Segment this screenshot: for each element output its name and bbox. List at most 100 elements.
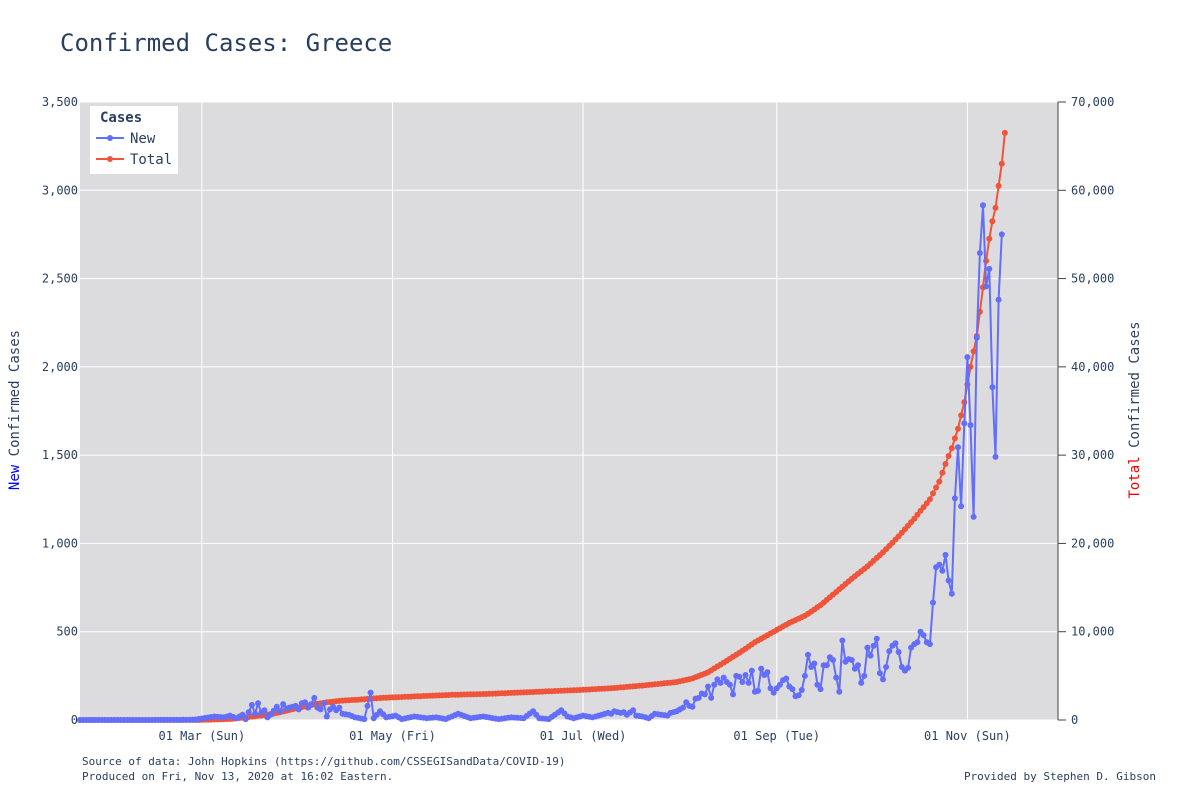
legend-label-new: New: [130, 131, 156, 147]
y-left-title-colored: New: [7, 464, 23, 490]
y-left-tick-label: 3,000: [42, 183, 78, 197]
data-point-new: [998, 231, 1005, 238]
y-left-tick-label: 0: [71, 713, 78, 727]
data-point-new: [701, 691, 708, 698]
data-point-new: [989, 384, 996, 391]
y-left-title-rest: Confirmed Cases: [7, 330, 23, 465]
series-layer: [77, 129, 1008, 723]
y-right-title-colored: Total: [1127, 456, 1143, 498]
data-point-new: [311, 694, 318, 701]
data-point-total: [970, 348, 977, 355]
data-point-new: [776, 681, 783, 688]
data-point-new: [864, 644, 871, 651]
data-point-new: [992, 453, 999, 460]
data-point-new: [730, 691, 736, 698]
data-point-new: [980, 202, 986, 209]
legend-item-new[interactable]: New: [96, 131, 156, 147]
y-left-tick-label: 2,500: [42, 272, 78, 286]
data-point-new: [798, 687, 805, 693]
data-point-new: [951, 495, 958, 502]
data-point-new: [801, 672, 808, 679]
data-point-new: [764, 669, 771, 676]
data-point-new: [886, 648, 893, 655]
y-left-tick-label: 1,500: [42, 448, 78, 462]
source-note: Source of data: John Hopkins (https://gi…: [82, 755, 565, 768]
data-point-new: [367, 689, 374, 696]
data-point-new: [280, 701, 287, 708]
y-left-tick-label: 1,000: [42, 536, 78, 550]
data-point-new: [711, 681, 718, 688]
y-left-tick-label: 500: [56, 625, 78, 639]
data-point-new: [261, 707, 268, 714]
data-point-new: [323, 713, 330, 720]
legend-marker-new: [107, 135, 113, 141]
data-point-total: [967, 363, 974, 370]
data-point-total: [945, 453, 952, 459]
y-left-tick-label: 2,000: [42, 360, 78, 374]
data-point-new: [895, 649, 902, 655]
data-point-new: [926, 641, 933, 648]
data-point-new: [961, 420, 968, 427]
data-point-new: [883, 664, 890, 670]
data-point-new: [630, 707, 637, 714]
y-right-tick-label: 60,000: [1071, 183, 1114, 197]
data-point-total: [926, 496, 933, 503]
legend-title: Cases: [100, 110, 142, 126]
legend[interactable]: Cases New Total: [90, 106, 178, 174]
data-point-total: [948, 445, 955, 452]
data-point-new: [855, 662, 861, 669]
data-point-new: [248, 702, 255, 708]
data-point-total: [942, 461, 949, 467]
data-point-new: [817, 686, 824, 693]
data-point-new: [736, 673, 743, 680]
data-point-total: [958, 412, 965, 419]
data-point-total: [939, 469, 946, 476]
data-point-new: [873, 635, 880, 642]
data-point-new: [783, 675, 790, 682]
data-point-new: [361, 716, 368, 723]
gridlines: [80, 101, 1058, 721]
y-right-tick-label: 50,000: [1071, 272, 1114, 286]
data-point-new: [745, 679, 752, 686]
y-right-axis-title: Total Confirmed Cases: [1127, 321, 1143, 498]
data-point-new: [717, 679, 724, 686]
data-point-new: [695, 694, 702, 701]
data-point-new: [880, 676, 886, 683]
legend-item-total[interactable]: Total: [96, 152, 172, 168]
series-new: [77, 202, 1005, 723]
data-point-new: [336, 704, 343, 711]
data-point-new: [767, 685, 774, 692]
data-point-new: [252, 710, 258, 717]
data-point-total: [1001, 129, 1008, 136]
legend-box: [90, 106, 178, 174]
data-point-new: [811, 660, 818, 667]
data-point-new: [848, 657, 855, 663]
data-point-new: [748, 667, 755, 674]
axes: 0 500 1,000 1,500 2,000 2,500 3,000 3,500 0 10,00…: [42, 95, 1114, 743]
data-point-new: [955, 444, 961, 451]
data-point-new: [836, 688, 843, 695]
data-point-total: [986, 235, 993, 242]
data-point-new: [986, 265, 993, 272]
x-tick-label: 01 Sep (Tue): [733, 729, 820, 743]
data-point-new: [689, 703, 696, 710]
y-left-tick-label: 3,500: [42, 95, 78, 109]
data-point-new: [242, 716, 249, 723]
data-point-total: [998, 160, 1005, 167]
x-tick-label: 01 Jul (Wed): [540, 729, 627, 743]
legend-label-total: Total: [130, 152, 172, 168]
data-point-new: [255, 700, 262, 707]
data-point-new: [892, 640, 899, 647]
data-point-new: [814, 681, 821, 688]
produced-note: Produced on Fri, Nov 13, 2020 at 16:02 E…: [82, 770, 393, 783]
data-point-new: [861, 672, 868, 679]
data-point-new: [726, 681, 733, 688]
data-point-new: [770, 689, 777, 696]
x-tick-label: 01 May (Fri): [349, 729, 436, 743]
data-point-new: [720, 674, 727, 681]
data-point-new: [789, 686, 796, 693]
data-point-new: [742, 672, 749, 678]
data-point-new: [245, 709, 252, 716]
data-point-new: [920, 632, 927, 639]
